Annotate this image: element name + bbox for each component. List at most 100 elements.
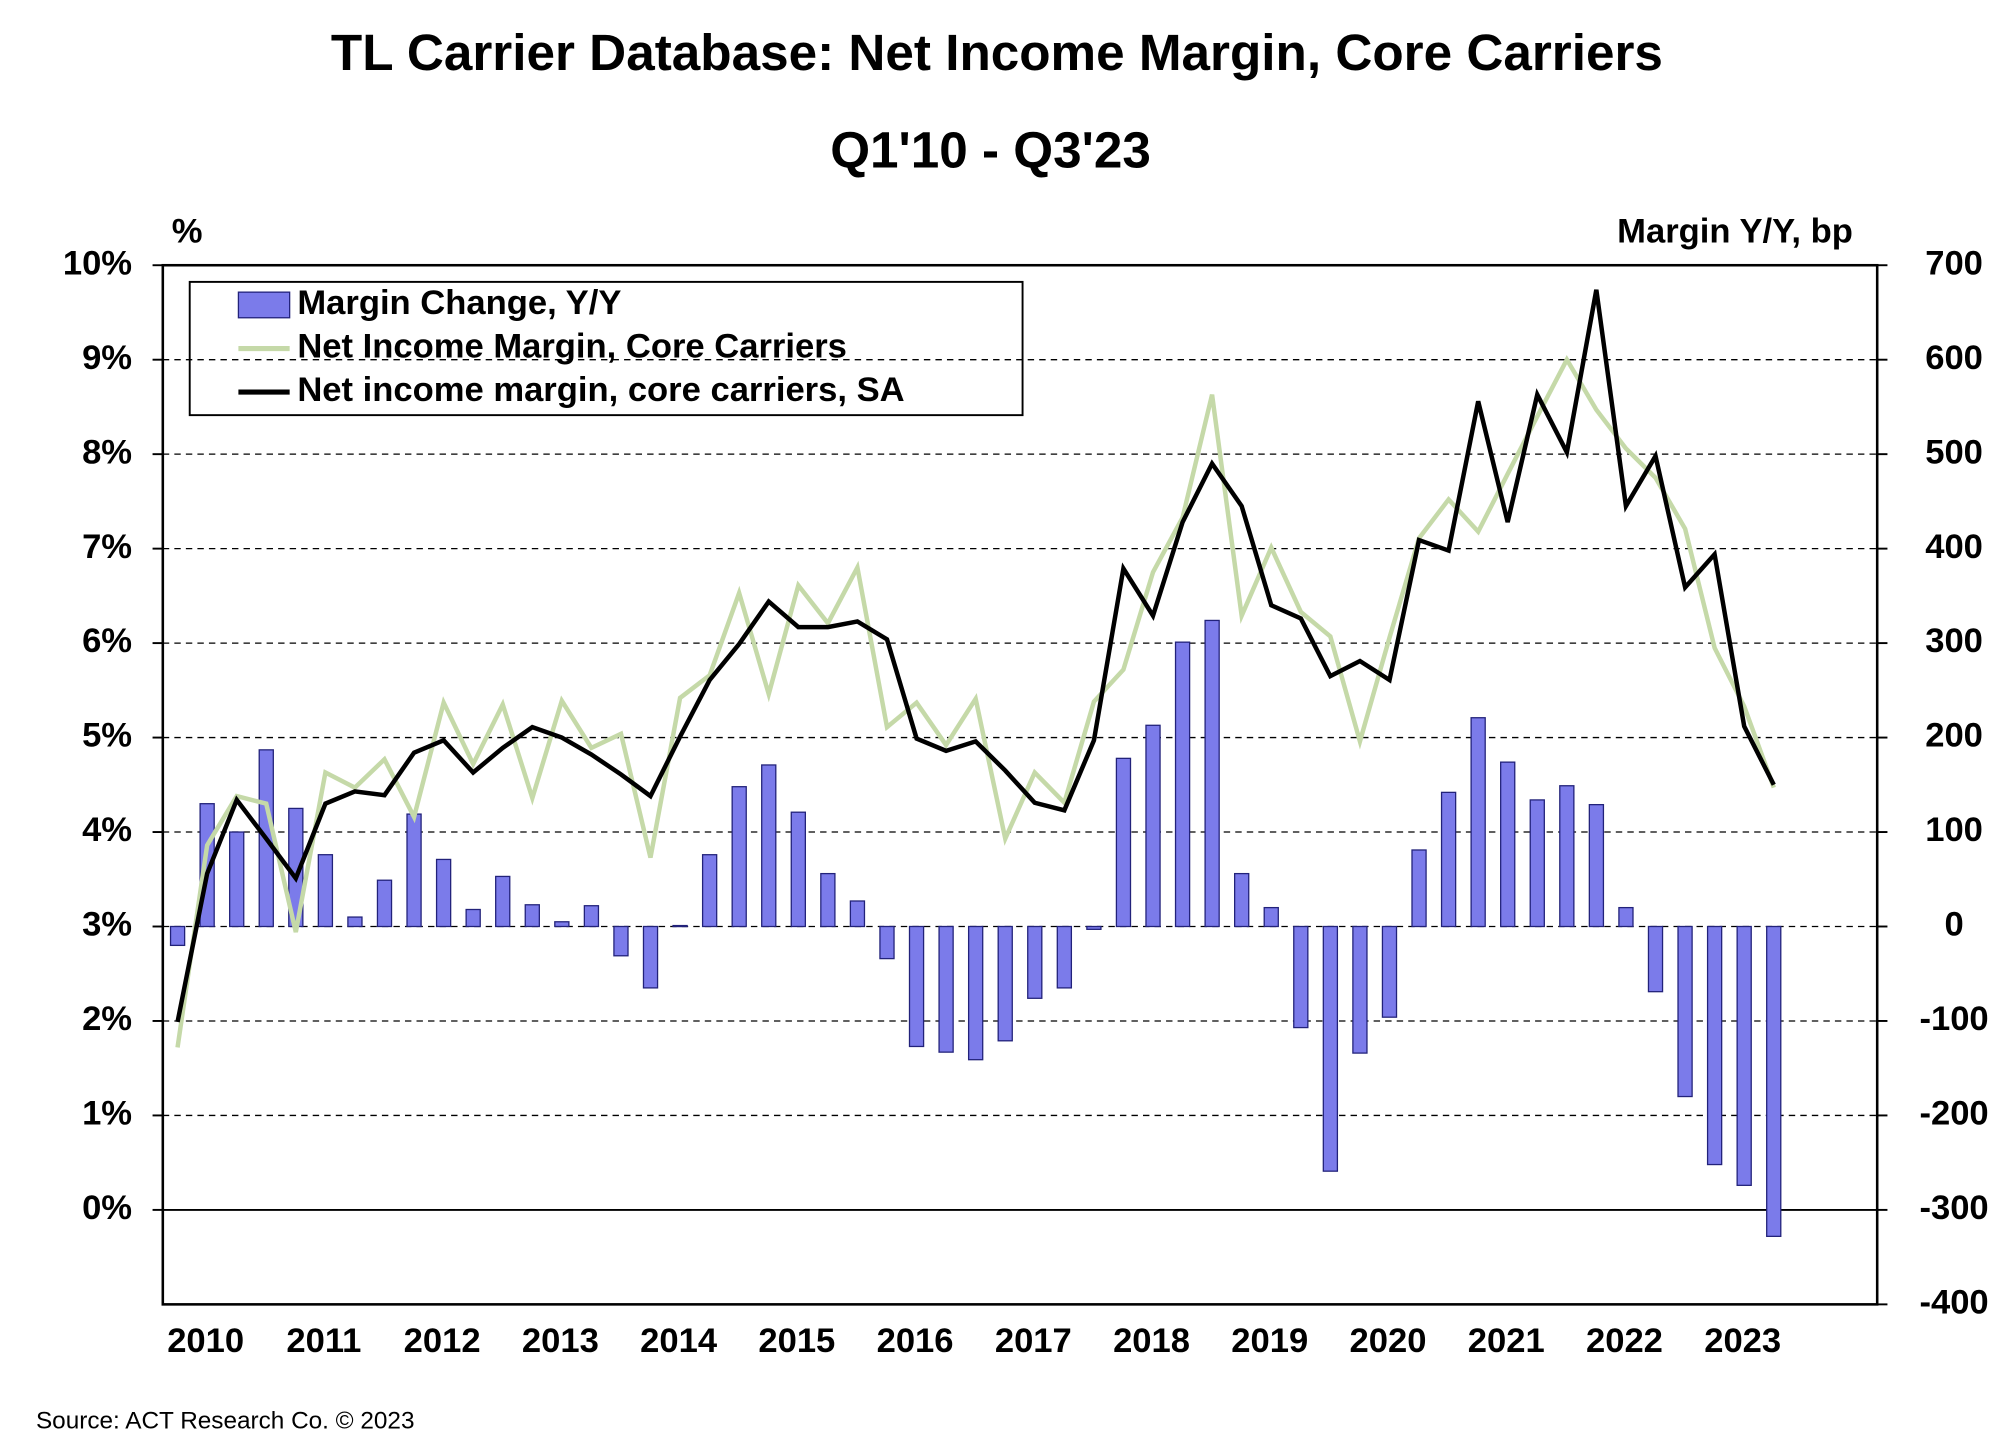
bar — [1352, 925, 1368, 1054]
y-tick-label: 4% — [82, 811, 132, 849]
bar — [613, 925, 629, 957]
y2-tick-label: 600 — [1925, 339, 1983, 377]
bar — [1736, 925, 1752, 1186]
y-axis-label: % — [172, 212, 203, 250]
legend-label: Net income margin, core carriers, SA — [297, 371, 904, 409]
bar — [1559, 785, 1575, 928]
bar — [495, 875, 511, 928]
bar — [1677, 925, 1693, 1098]
bar — [967, 925, 984, 1061]
legend-swatch — [237, 291, 291, 319]
bar — [879, 925, 895, 960]
x-tick-label: 2020 — [1350, 1322, 1427, 1360]
x-tick-label: 2022 — [1586, 1322, 1663, 1360]
bar — [731, 786, 747, 928]
y-tick-label: 8% — [82, 433, 132, 471]
y2-tick-label: 100 — [1925, 811, 1983, 849]
y-tick-label: 5% — [82, 717, 132, 755]
bar — [376, 879, 393, 928]
bar — [554, 921, 570, 928]
bar — [1293, 925, 1309, 1029]
y-tick-label: 6% — [82, 622, 132, 660]
bar — [1115, 757, 1132, 928]
bar — [938, 925, 954, 1053]
bar — [1145, 724, 1161, 928]
bar — [849, 900, 866, 928]
bar — [820, 872, 836, 928]
y-tick-label: 0% — [82, 1189, 132, 1227]
legend-label: Margin Change, Y/Y — [297, 284, 621, 322]
x-tick-label: 2018 — [1113, 1322, 1190, 1360]
bar — [1766, 925, 1782, 1237]
bar — [1529, 799, 1545, 928]
legend-label: Net Income Margin, Core Carriers — [297, 328, 847, 366]
line-series — [175, 289, 1776, 1023]
x-tick-label: 2023 — [1704, 1322, 1781, 1360]
x-tick-label: 2011 — [286, 1322, 361, 1360]
bar — [1618, 906, 1634, 928]
bar — [1056, 925, 1073, 989]
bar — [1706, 925, 1723, 1166]
x-tick-label: 2021 — [1468, 1322, 1545, 1360]
x-tick-label: 2019 — [1231, 1322, 1308, 1360]
y2-tick-label: -400 — [1919, 1284, 1988, 1322]
bar — [583, 905, 600, 928]
bar — [1588, 803, 1605, 928]
bar — [1027, 925, 1043, 999]
y-tick-label: 2% — [82, 1000, 132, 1038]
y-tick-label: 7% — [82, 528, 132, 566]
bar — [1174, 641, 1191, 928]
chart-subtitle: Q1'10 - Q3'23 — [830, 121, 1151, 178]
bar — [1647, 925, 1664, 993]
bar — [1470, 717, 1486, 928]
source-note: Source: ACT Research Co. © 2023 — [36, 1408, 415, 1435]
bar — [406, 813, 422, 928]
y-tick-label: 1% — [82, 1095, 132, 1133]
y2-tick-label: -200 — [1919, 1095, 1988, 1133]
bar — [1204, 619, 1220, 928]
line-series — [175, 355, 1776, 1048]
y2-tick-label: -300 — [1919, 1189, 1988, 1227]
bar — [790, 811, 807, 928]
x-tick-label: 2013 — [522, 1322, 599, 1360]
bar — [229, 831, 245, 928]
bar — [701, 854, 718, 928]
bar — [642, 925, 659, 989]
bar — [908, 925, 925, 1048]
y2-tick-label: 400 — [1925, 528, 1983, 566]
y-tick-label: 3% — [82, 906, 132, 944]
x-tick-label: 2012 — [404, 1322, 481, 1360]
bar — [169, 925, 186, 947]
bar — [761, 764, 777, 928]
bar — [435, 858, 452, 928]
y2-tick-label: -100 — [1919, 1000, 1988, 1038]
y2-tick-label: 300 — [1925, 622, 1983, 660]
legend-box — [188, 280, 1024, 417]
bar — [1500, 761, 1516, 928]
x-tick-label: 2016 — [877, 1322, 954, 1360]
x-tick-label: 2010 — [167, 1322, 244, 1360]
bar — [1086, 925, 1102, 930]
y2-tick-label: 200 — [1925, 717, 1983, 755]
y-tick-label: 9% — [82, 339, 132, 377]
chart-title: TL Carrier Database: Net Income Margin, … — [331, 24, 1663, 81]
bar — [347, 916, 363, 928]
bar — [317, 854, 334, 928]
bar — [524, 904, 540, 928]
y2-tick-label: 500 — [1925, 433, 1983, 471]
plot-frame — [161, 263, 1879, 1306]
y2-tick-label: 700 — [1925, 244, 1983, 282]
bar — [997, 925, 1013, 1042]
bar — [672, 924, 688, 928]
bar — [465, 908, 481, 928]
bar — [1322, 925, 1339, 1172]
y2-tick-label: 0 — [1944, 906, 1963, 944]
x-tick-label: 2017 — [995, 1322, 1072, 1360]
y-tick-label: 10% — [63, 244, 132, 282]
x-tick-label: 2015 — [758, 1322, 835, 1360]
bar — [1234, 872, 1250, 928]
bar — [1440, 791, 1457, 928]
bar — [1381, 925, 1398, 1018]
y2-axis-label: Margin Y/Y, bp — [1617, 212, 1853, 250]
